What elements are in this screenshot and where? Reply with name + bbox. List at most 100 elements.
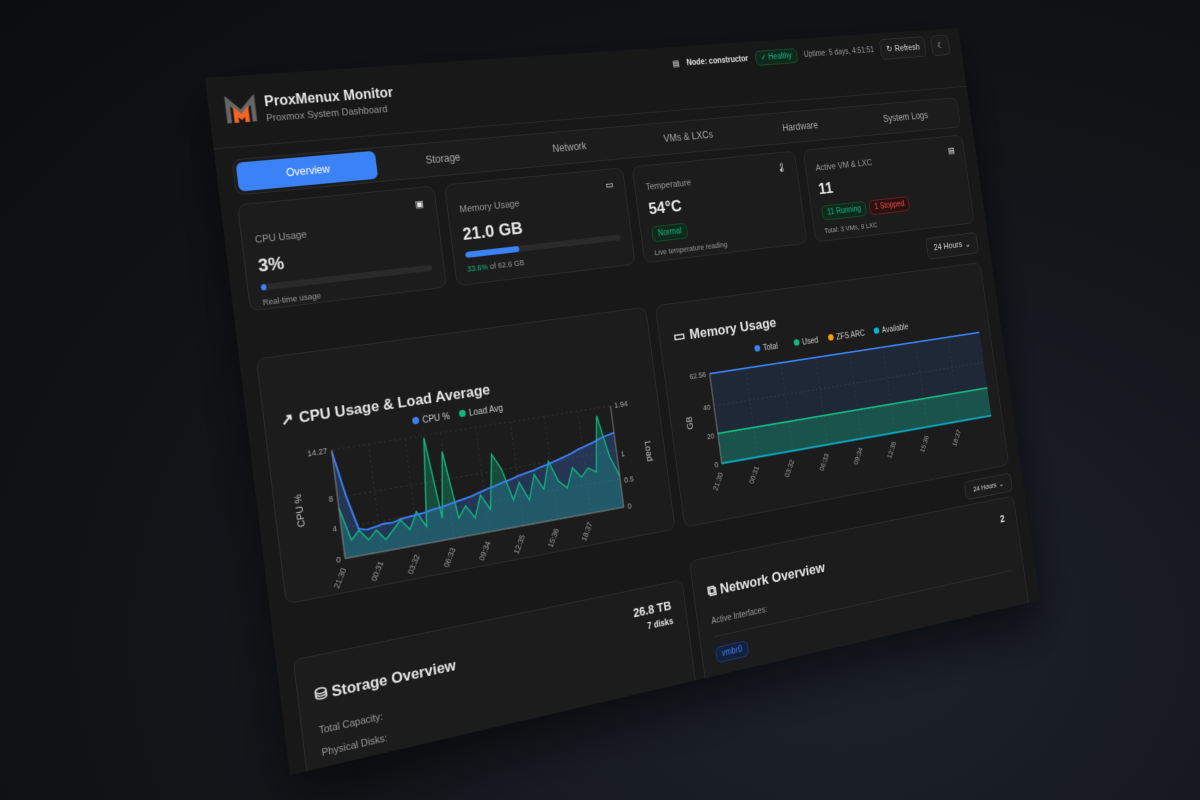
uptime: Uptime: 5 days, 4:51:51 [803,45,875,60]
x-tick-label: 12:35 [885,440,897,460]
y-axis-label: GB [685,415,695,430]
memory-chart: Total Used ZFS ARC Available 0 20 40 62.56 GB 21:… [685,322,1009,492]
cpu-icon: ▣ [414,198,425,211]
legend-label: ZFS ARC [836,329,866,342]
network-range-value: 24 Hours [972,480,997,494]
legend-dot [873,327,880,335]
temperature-status-badge: Normal [651,222,689,243]
chevron-down-icon: ⌄ [998,479,1005,488]
health-text: Healthy [767,51,793,62]
temperature-value: 54°C [647,197,683,219]
stopped-badge: 1 Stopped [868,196,911,216]
x-tick-label: 03:32 [406,553,422,576]
legend-dot [827,333,835,341]
thermometer-icon: 🌡 [776,162,788,174]
refresh-label: Refresh [894,42,921,54]
y-tick-label: 0 [336,554,342,565]
hard-drive-icon: ⛁ [313,683,333,705]
vm-lxc-card: ▤ Active VM & LXC 11 11 Running 1 Stoppe… [802,134,975,243]
temperature-card: 🌡 Temperature 54°C Normal Live temperatu… [631,150,808,264]
y2-axis-label: Load [642,440,654,462]
y2-tick-label: 1.94 [614,399,629,410]
x-tick-label: 09:34 [852,446,864,466]
cpu-load-chart: CPU % Load Avg 0 4 8 14.27 0 0.5 1 1.94 CPU % Load 2… [293,399,654,590]
refresh-button[interactable]: ↻ Refresh [879,36,927,60]
legend-dot [754,344,761,352]
legend-label: CPU % [422,411,451,425]
storage-capacity: 26.8 TB [632,598,672,620]
memory-card: ▭ Memory Usage 21.0 GB 33.6% of 62.6 GB [443,167,636,287]
y2-tick-label: 0.5 [624,474,635,485]
memory-icon: ▭ [605,179,615,191]
x-tick-label: 03:32 [783,458,796,479]
x-tick-label: 18:37 [951,428,963,448]
y-tick-label: 14.27 [307,446,328,459]
legend-label: Total [763,342,779,353]
chevron-down-icon: ⌄ [964,239,972,250]
storage-disks: 7 disks [646,616,674,632]
y-tick-label: 62.56 [689,370,707,381]
legend-dot [458,409,467,418]
legend-label: Load Avg [468,403,503,418]
tab-storage[interactable]: Storage [424,151,461,167]
network-title-text: Network Overview [718,559,826,598]
network-card: ⧉ Network Overview 2 Active Interfaces: … [688,495,1034,712]
legend-label: Available [881,322,909,334]
x-tick-label: 06:33 [818,452,831,472]
interface-badge: vmbr0 [714,640,750,664]
cpu-chart-card: ↗ CPU Usage & Load Average CPU % Load Avg 0… [255,306,676,605]
x-tick-label: 18:37 [580,521,595,543]
legend-label: Used [802,336,819,347]
server-icon: ▤ [947,145,956,156]
brand: ProxMenux Monitor Proxmox System Dashboa… [224,85,396,127]
x-tick-label: 00:31 [369,559,385,582]
vm-value: 11 [817,179,835,199]
node-label: Node: constructor [686,54,749,68]
tab-network[interactable]: Network [551,139,588,155]
y2-tick-label: 1 [620,449,625,459]
memory-chart-card: ▭ Memory Usage Total Used ZFS ARC Available 0… [654,262,1010,528]
cpu-card: ▣ CPU Usage 3% Real-time usage [237,185,448,312]
x-tick-label: 06:33 [442,546,458,569]
tab-vms-lxcs[interactable]: VMs & LXCs [662,128,714,145]
moon-icon: ☾ [936,41,945,51]
legend-dot [793,338,800,347]
refresh-icon: ↻ [885,44,894,55]
storage-card: ⛁ Storage Overview 26.8 TB 7 disks Total … [292,579,701,775]
storage-title-text: Storage Overview [330,656,457,701]
server-icon: ▤ [672,59,681,69]
network-title: ⧉ Network Overview [706,559,826,600]
x-tick-label: 21:30 [711,471,724,492]
tab-system-logs[interactable]: System Logs [882,109,929,125]
y-tick-label: 8 [328,493,334,504]
x-tick-label: 09:34 [477,540,492,562]
tab-overview[interactable]: Overview [235,150,379,192]
time-range-value: 24 Hours [933,239,963,253]
x-tick-label: 21:30 [332,566,349,589]
storage-summary: 26.8 TB 7 disks [632,598,673,634]
memory-total: of 62.6 GB [487,258,525,272]
x-tick-label: 15:36 [918,434,930,454]
storage-title: ⛁ Storage Overview [314,657,457,706]
y-tick-label: 4 [332,524,338,535]
y-tick-label: 20 [706,431,715,441]
x-tick-label: 00:31 [747,464,760,485]
memory-icon: ▭ [672,327,687,345]
logo-icon [224,94,258,127]
header-status: ▤ Node: constructor ✓ Healthy Uptime: 5 … [671,34,951,75]
health-badge: ✓ Healthy [754,48,799,66]
y-axis-label: CPU % [293,493,308,528]
trending-up-icon: ↗ [279,409,295,430]
legend-dot [411,416,420,425]
y2-tick-label: 0 [627,501,632,511]
y-tick-label: 0 [714,460,719,470]
y-tick-label: 40 [702,402,711,412]
time-range-select[interactable]: 24 Hours ⌄ [925,232,979,260]
dashboard: ProxMenux Monitor Proxmox System Dashboa… [205,28,1041,775]
x-tick-label: 15:36 [546,527,561,549]
running-badge: 11 Running [820,200,868,221]
memory-percent: 33.6% [466,262,489,274]
theme-toggle-button[interactable]: ☾ [930,34,951,57]
x-tick-label: 12:35 [512,533,527,555]
tab-hardware[interactable]: Hardware [781,119,819,134]
